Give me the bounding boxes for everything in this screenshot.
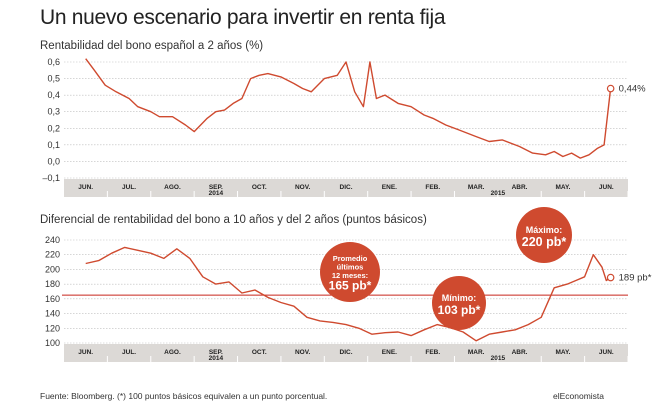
y-tick-label: 0,0 bbox=[47, 156, 60, 166]
annotation-text: últimos bbox=[337, 262, 364, 271]
y-tick-label: 0,4 bbox=[47, 90, 60, 100]
month-label: MAR. bbox=[468, 184, 485, 191]
month-label: SEP. bbox=[209, 184, 223, 191]
month-label: JUN. bbox=[599, 184, 614, 191]
month-label: OCT. bbox=[252, 184, 267, 191]
brand-label: elEconomista bbox=[553, 391, 605, 401]
month-label: JUN. bbox=[599, 349, 614, 356]
year-label: 2014 bbox=[209, 355, 224, 362]
month-label: ENE. bbox=[382, 184, 397, 191]
year-label: 2015 bbox=[491, 190, 506, 197]
month-label: MAR. bbox=[468, 349, 485, 356]
annotation-text: Promedio bbox=[333, 254, 368, 263]
month-axis-band bbox=[64, 344, 628, 362]
y-tick-label: 220 bbox=[45, 250, 60, 260]
month-label: OCT. bbox=[252, 349, 267, 356]
month-label: JUN. bbox=[78, 349, 93, 356]
y-tick-label: 120 bbox=[45, 323, 60, 333]
month-label: DIC. bbox=[340, 349, 353, 356]
month-label: JUL. bbox=[122, 184, 136, 191]
month-label: MAY. bbox=[555, 184, 570, 191]
source-note: Fuente: Bloomberg. (*) 100 puntos básico… bbox=[40, 391, 328, 401]
month-label: MAY. bbox=[555, 349, 570, 356]
annotation-text: Máximo: bbox=[526, 225, 563, 235]
month-label: ABR. bbox=[512, 184, 528, 191]
end-point-marker bbox=[606, 84, 615, 93]
month-label: NOV. bbox=[295, 184, 310, 191]
end-value-label: 189 pb* bbox=[619, 273, 652, 284]
month-label: DIC. bbox=[340, 184, 353, 191]
y-tick-label: 240 bbox=[45, 235, 60, 245]
annotation-value: 220 pb* bbox=[522, 235, 567, 249]
annotation-value: 165 pb* bbox=[329, 278, 372, 292]
month-label: JUN. bbox=[78, 184, 93, 191]
y-tick-label: 180 bbox=[45, 279, 60, 289]
annotation-text: Mínimo: bbox=[442, 293, 477, 303]
page-title: Un nuevo escenario para invertir en rent… bbox=[40, 6, 446, 29]
y-tick-label: 0,3 bbox=[47, 107, 60, 117]
y-tick-label: 160 bbox=[45, 294, 60, 304]
chart2-title: Diferencial de rentabilidad del bono a 1… bbox=[40, 214, 427, 226]
annotation-bubble bbox=[516, 207, 572, 263]
y-tick-label: 0,1 bbox=[47, 140, 60, 150]
month-label: ENE. bbox=[382, 349, 397, 356]
end-point-marker bbox=[606, 273, 615, 282]
y-tick-label: 100 bbox=[45, 338, 60, 348]
annotation-text: 12 meses: bbox=[332, 271, 368, 280]
chart1-title: Rentabilidad del bono español a 2 años (… bbox=[40, 40, 264, 52]
month-label: FEB. bbox=[425, 184, 440, 191]
y-tick-label: 0,2 bbox=[47, 123, 60, 133]
year-label: 2014 bbox=[209, 190, 224, 197]
y-tick-label: –0,1 bbox=[42, 173, 60, 183]
y-tick-label: 0,5 bbox=[47, 74, 60, 84]
month-axis-band bbox=[64, 179, 628, 197]
month-label: ABR. bbox=[512, 349, 528, 356]
month-label: NOV. bbox=[295, 349, 310, 356]
month-label: JUL. bbox=[122, 349, 136, 356]
annotation-bubble bbox=[432, 276, 486, 330]
series-line bbox=[85, 58, 612, 159]
y-tick-label: 0,6 bbox=[47, 57, 60, 67]
annotation-value: 103 pb* bbox=[438, 303, 481, 317]
month-label: AGO. bbox=[164, 184, 181, 191]
y-tick-label: 140 bbox=[45, 309, 60, 319]
annotation-bubble bbox=[320, 242, 380, 302]
y-tick-label: 200 bbox=[45, 264, 60, 274]
series-line bbox=[85, 246, 612, 342]
month-label: AGO. bbox=[164, 349, 181, 356]
month-label: SEP. bbox=[209, 349, 223, 356]
end-value-label: 0,44% bbox=[619, 84, 646, 95]
year-label: 2015 bbox=[491, 355, 506, 362]
month-label: FEB. bbox=[425, 349, 440, 356]
